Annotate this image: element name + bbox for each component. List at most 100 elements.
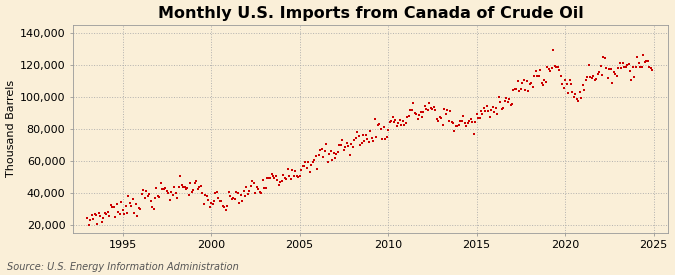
Point	[574, 90, 585, 94]
Point	[327, 158, 338, 162]
Point	[211, 190, 222, 194]
Point	[514, 89, 524, 94]
Point	[240, 194, 250, 199]
Point	[207, 201, 218, 206]
Point	[315, 148, 325, 153]
Point	[505, 103, 516, 107]
Point	[225, 194, 236, 199]
Point	[537, 83, 548, 87]
Point	[160, 186, 171, 190]
Point	[191, 179, 202, 183]
Point	[604, 66, 615, 71]
Point	[347, 145, 358, 149]
Point	[164, 198, 175, 202]
Point	[480, 109, 491, 114]
Point	[554, 67, 564, 72]
Point	[517, 81, 528, 86]
Point	[89, 212, 100, 217]
Point	[474, 116, 485, 120]
Point	[446, 120, 457, 125]
Point	[633, 61, 644, 65]
Point	[402, 115, 412, 119]
Point	[608, 70, 619, 75]
Point	[643, 59, 653, 63]
Point	[134, 206, 144, 211]
Point	[206, 200, 217, 205]
Point	[479, 106, 489, 110]
Point	[644, 64, 655, 69]
Point	[455, 118, 466, 123]
Point	[440, 112, 451, 116]
Point	[626, 78, 637, 82]
Point	[552, 64, 563, 69]
Title: Monthly U.S. Imports from Canada of Crude Oil: Monthly U.S. Imports from Canada of Crud…	[157, 6, 583, 21]
Point	[263, 176, 274, 181]
Point	[254, 190, 265, 194]
Point	[592, 72, 603, 76]
Point	[338, 147, 349, 152]
Point	[381, 135, 392, 139]
Point	[144, 191, 155, 196]
Point	[483, 109, 494, 113]
Point	[82, 216, 92, 221]
Point	[360, 133, 371, 137]
Point	[487, 105, 498, 109]
Point	[123, 194, 134, 199]
Point	[97, 219, 107, 224]
Point	[371, 135, 381, 139]
Point	[628, 65, 639, 69]
Point	[340, 145, 351, 149]
Point	[157, 187, 168, 191]
Point	[223, 190, 234, 194]
Point	[529, 73, 539, 78]
Point	[404, 113, 414, 118]
Point	[298, 164, 309, 169]
Point	[638, 53, 649, 57]
Point	[175, 174, 186, 178]
Point	[409, 111, 420, 115]
Point	[572, 97, 583, 101]
Point	[405, 107, 416, 112]
Point	[325, 149, 336, 154]
Point	[296, 167, 306, 172]
Point	[110, 215, 121, 219]
Point	[597, 73, 608, 77]
Point	[319, 148, 330, 153]
Point	[231, 190, 242, 195]
Point	[532, 73, 543, 78]
Point	[622, 62, 632, 67]
Point	[599, 56, 610, 60]
Point	[392, 123, 402, 128]
Point	[536, 81, 547, 86]
Point	[614, 61, 625, 66]
Point	[399, 123, 410, 127]
Point	[545, 69, 556, 74]
Point	[573, 99, 584, 103]
Point	[170, 191, 181, 195]
Point	[437, 123, 448, 128]
Point	[601, 65, 612, 70]
Point	[394, 118, 405, 122]
Point	[433, 119, 443, 123]
Point	[461, 124, 472, 128]
Point	[88, 217, 99, 221]
Point	[617, 61, 628, 65]
Point	[287, 167, 298, 172]
Point	[629, 75, 640, 79]
Point	[84, 218, 95, 222]
Point	[579, 88, 590, 92]
Point	[173, 185, 184, 189]
Point	[354, 143, 365, 147]
Point	[551, 65, 562, 69]
Point	[427, 106, 438, 111]
Point	[129, 211, 140, 216]
Point	[607, 80, 618, 85]
Point	[312, 167, 323, 171]
Point	[124, 201, 135, 206]
Point	[329, 156, 340, 161]
Point	[535, 67, 545, 72]
Point	[647, 68, 657, 73]
Point	[548, 47, 559, 52]
Point	[481, 103, 492, 108]
Point	[356, 141, 367, 145]
